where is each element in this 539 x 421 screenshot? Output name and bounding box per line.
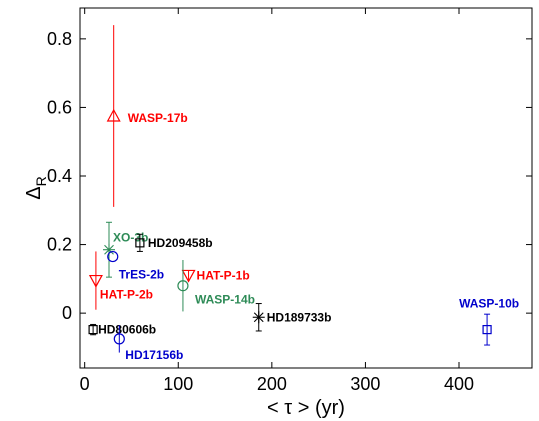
x-tick-label: 400 [444,374,474,394]
point-label: HAT-P-1b [197,268,250,282]
point-label: HD17156b [125,348,183,362]
circle-marker [107,250,119,263]
data-point: HD189733b [252,303,332,332]
point-label: WASP-17b [128,111,188,125]
data-point: HD209458b [135,233,213,252]
point-label: HD189733b [267,310,332,324]
y-axis-label-subscript: R [33,176,49,186]
y-tick-label: 0.2 [47,235,72,255]
triangle-down-marker [88,274,103,288]
y-tick-label: 0.4 [47,166,72,186]
x-axis-label: < τ > (yr) [267,397,345,419]
plot-frame [79,7,533,369]
data-points: WASP-17b XO-3b HD209458b TrES-2b HAT-P-2b HAT… [88,25,519,362]
y-tick-label: 0 [62,303,72,323]
y-tick-label: 0.6 [47,97,72,117]
x-tick-label: 100 [163,374,193,394]
data-point: HAT-P-2b [88,251,153,310]
data-point: WASP-14b [177,260,255,312]
point-label: HD209458b [148,236,213,250]
y-axis-label-main: Δ [23,186,45,199]
point-label: HAT-P-2b [100,288,153,302]
data-point: HD17156b [113,325,183,362]
x-tick-label: 0 [80,374,90,394]
data-point: WASP-17b [106,25,188,207]
star-marker-stroke [253,312,264,323]
data-point: HD80606b [88,323,156,337]
data-point: WASP-10b [459,297,519,346]
y-tick-label: 0.8 [47,29,72,49]
square-marker [135,238,145,248]
square-marker [88,325,98,335]
circle-marker [113,333,125,345]
data-point: HAT-P-1b [181,268,250,283]
square-marker [482,325,492,335]
x-tick-label: 200 [257,374,287,394]
point-label: HD80606b [98,323,156,337]
point-label: XO-3b [113,231,148,245]
triangle-down-marker [181,269,196,283]
x-tick-label: 300 [350,374,380,394]
y-axis-label: ΔR [23,176,49,199]
triangle-up-marker [106,108,121,122]
star-marker-stroke [104,244,114,255]
data-point: TrES-2b [107,250,164,282]
point-label: WASP-10b [459,297,519,311]
point-label: WASP-14b [195,293,255,307]
x-axis: 0 100 200 300 400 [80,8,474,394]
y-axis: 0 0.2 0.4 0.6 0.8 [47,29,532,323]
point-label: TrES-2b [119,268,164,282]
circle-marker [177,280,189,292]
